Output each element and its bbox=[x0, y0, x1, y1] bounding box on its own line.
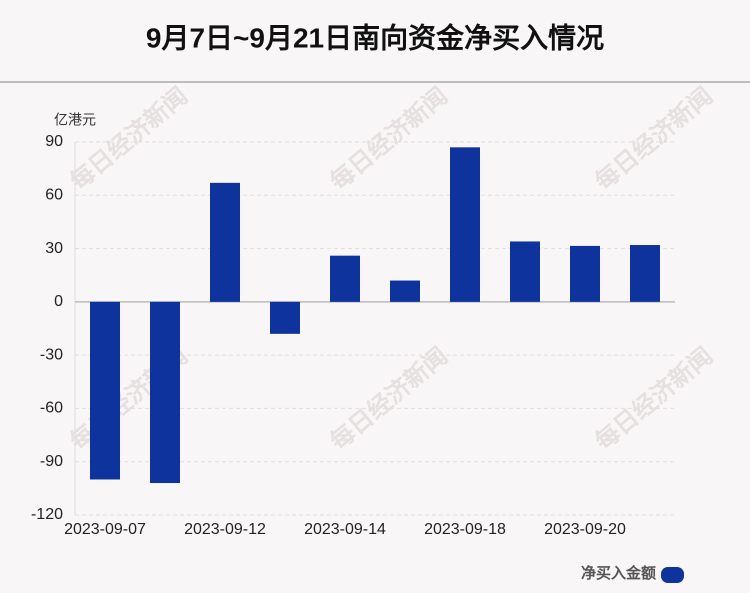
bar bbox=[150, 301, 180, 484]
x-tick-label: 2023-09-20 bbox=[544, 521, 626, 538]
y-tick-label: 30 bbox=[45, 240, 63, 257]
y-tick-label: 90 bbox=[45, 133, 63, 150]
y-tick-label: -60 bbox=[40, 400, 63, 417]
bar bbox=[90, 301, 120, 480]
y-axis-unit: 亿港元 bbox=[54, 112, 96, 128]
y-tick-label: -90 bbox=[40, 453, 63, 470]
bar bbox=[330, 255, 360, 302]
bar bbox=[270, 301, 300, 334]
y-tick-label: 60 bbox=[45, 187, 63, 204]
x-tick-label: 2023-09-14 bbox=[304, 521, 386, 538]
chart-title: 9月7日~9月21日南向资金净买入情况 bbox=[146, 21, 604, 53]
legend-swatch bbox=[661, 567, 684, 583]
x-tick-label: 2023-09-18 bbox=[424, 521, 506, 538]
y-tick-label: 0 bbox=[54, 293, 63, 310]
legend-label: 净买入金额 bbox=[581, 564, 656, 582]
y-tick-label: -30 bbox=[40, 346, 63, 363]
bar bbox=[630, 245, 660, 302]
bar bbox=[450, 147, 480, 302]
bar bbox=[390, 280, 420, 302]
x-tick-label: 2023-09-12 bbox=[184, 521, 266, 538]
bar bbox=[210, 182, 240, 302]
y-tick-label: -120 bbox=[31, 506, 63, 523]
x-tick-label: 2023-09-07 bbox=[64, 521, 146, 538]
bar bbox=[510, 241, 540, 302]
bar bbox=[570, 245, 600, 302]
